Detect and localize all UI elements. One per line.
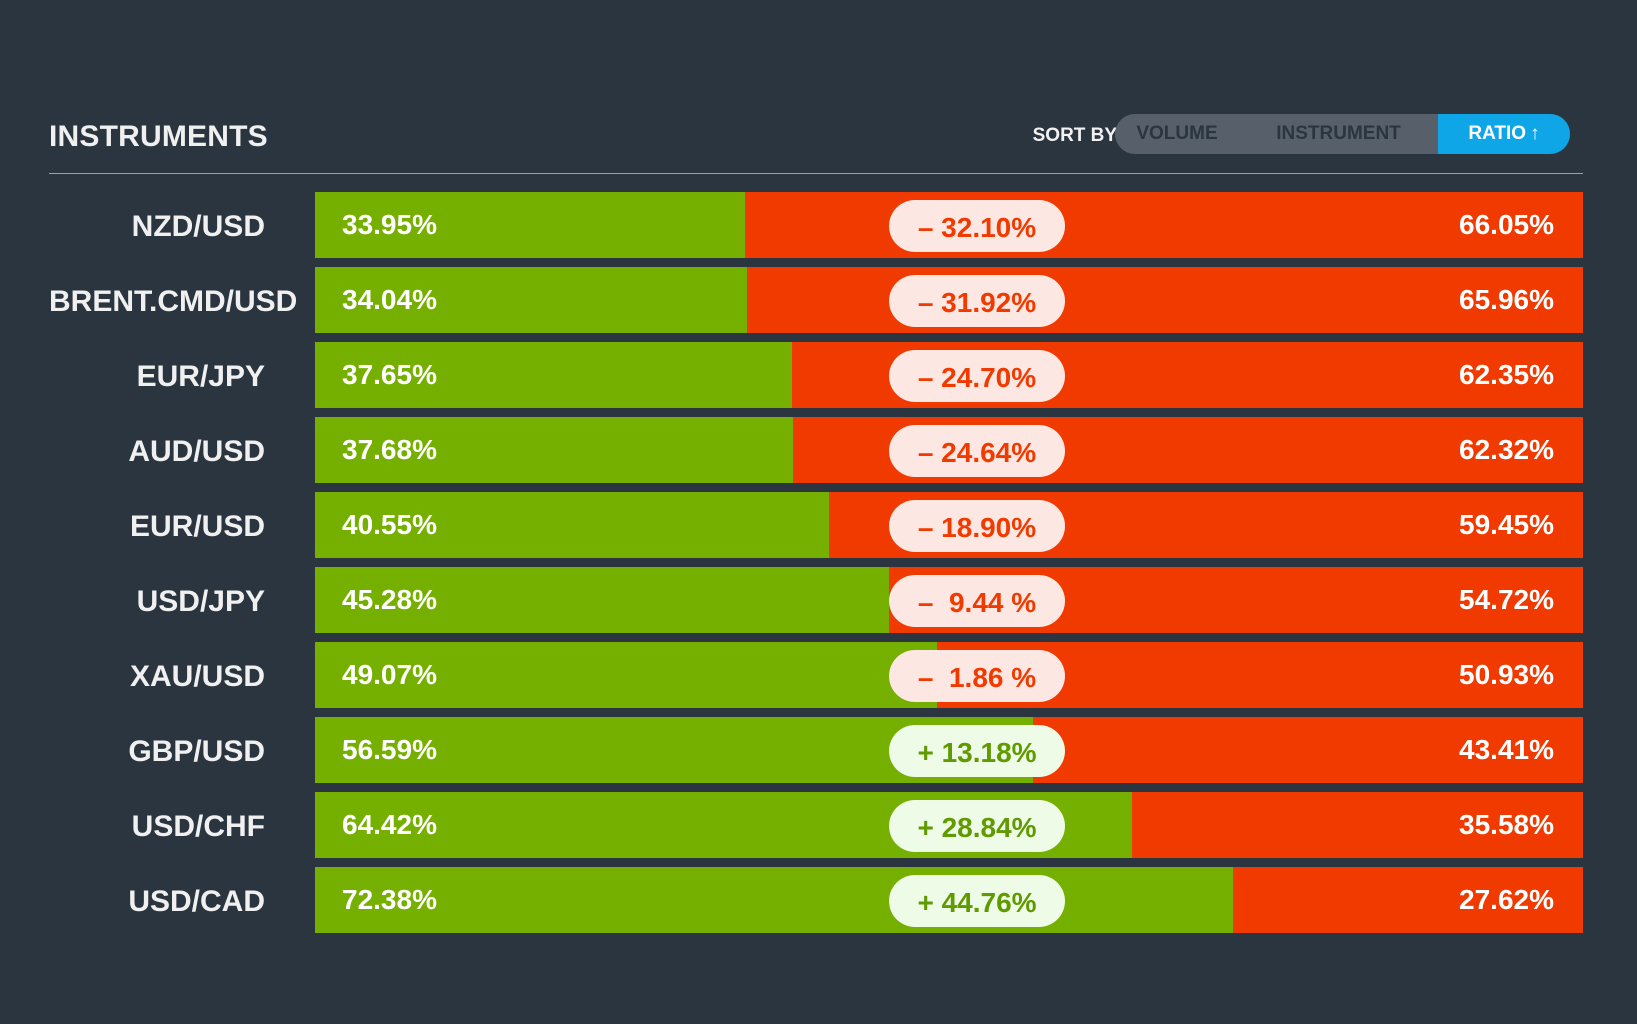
net-difference-badge: – 32.10% (889, 200, 1065, 252)
net-difference-badge: – 24.64% (889, 425, 1065, 477)
net-difference-badge: – 1.86 % (889, 650, 1065, 702)
long-ratio-fill (315, 867, 1233, 933)
table-row[interactable]: USD/CAD 72.38% + 44.76% 27.62% (49, 867, 1583, 933)
long-percentage: 49.07% (342, 659, 437, 690)
instrument-label: USD/JPY (136, 585, 265, 618)
table-row[interactable]: AUD/USD 37.68% – 24.64% 62.32% (49, 417, 1583, 483)
net-difference-badge: – 24.70% (889, 350, 1065, 402)
table-row[interactable]: USD/JPY 45.28% – 9.44 % 54.72% (49, 567, 1583, 633)
net-difference-badge: – 18.90% (889, 500, 1065, 552)
table-row[interactable]: USD/CHF 64.42% + 28.84% 35.58% (49, 792, 1583, 858)
long-ratio-fill (315, 642, 937, 708)
instrument-label: AUD/USD (128, 435, 265, 468)
sort-volume-button[interactable]: VOLUME (1136, 123, 1218, 144)
long-percentage: 45.28% (342, 584, 437, 615)
long-percentage: 56.59% (342, 734, 437, 765)
long-percentage: 37.65% (342, 359, 437, 390)
net-difference-badge: – 9.44 % (889, 575, 1065, 627)
net-difference-badge: + 13.18% (889, 725, 1065, 777)
table-row[interactable]: EUR/USD 40.55% – 18.90% 59.45% (49, 492, 1583, 558)
short-percentage: 35.58% (1459, 809, 1554, 840)
long-ratio-fill (315, 417, 793, 483)
long-ratio-fill (315, 342, 792, 408)
instruments-panel: INSTRUMENTS SORT BY: VOLUME INSTRUMENT R… (49, 0, 1583, 1024)
instrument-label: EUR/JPY (136, 360, 265, 393)
page-title: INSTRUMENTS (49, 120, 268, 153)
ratio-bar: 56.59% + 13.18% 43.41% (315, 717, 1583, 783)
table-row[interactable]: BRENT.CMD/USD 34.04% – 31.92% 65.96% (49, 267, 1583, 333)
instrument-label: USD/CHF (131, 810, 265, 843)
long-ratio-fill (315, 267, 747, 333)
short-percentage: 27.62% (1459, 884, 1554, 915)
long-ratio-fill (315, 192, 745, 258)
ratio-bar: 34.04% – 31.92% 65.96% (315, 267, 1583, 333)
sort-ratio-button[interactable]: RATIO ↑ (1438, 114, 1570, 154)
sort-instrument-button[interactable]: INSTRUMENT (1276, 123, 1401, 144)
long-ratio-fill (315, 567, 889, 633)
header-divider (49, 173, 1583, 174)
ratio-bar: 45.28% – 9.44 % 54.72% (315, 567, 1583, 633)
ratio-bar: 40.55% – 18.90% 59.45% (315, 492, 1583, 558)
short-percentage: 59.45% (1459, 509, 1554, 540)
sort-ratio-label: RATIO (1468, 123, 1527, 144)
short-percentage: 62.35% (1459, 359, 1554, 390)
ratio-bar: 37.65% – 24.70% 62.35% (315, 342, 1583, 408)
long-percentage: 64.42% (342, 809, 437, 840)
ratio-bar: 33.95% – 32.10% 66.05% (315, 192, 1583, 258)
long-percentage: 33.95% (342, 209, 437, 240)
instrument-label: BRENT.CMD/USD (49, 285, 298, 318)
ratio-bar: 64.42% + 28.84% 35.58% (315, 792, 1583, 858)
short-percentage: 54.72% (1459, 584, 1554, 615)
short-percentage: 65.96% (1459, 284, 1554, 315)
ratio-bar: 37.68% – 24.64% 62.32% (315, 417, 1583, 483)
sort-toggle-group: VOLUME INSTRUMENT RATIO ↑ (1115, 114, 1570, 154)
sort-ascending-arrow-icon: ↑ (1530, 123, 1540, 144)
short-percentage: 43.41% (1459, 734, 1554, 765)
short-percentage: 66.05% (1459, 209, 1554, 240)
table-row[interactable]: NZD/USD 33.95% – 32.10% 66.05% (49, 192, 1583, 258)
ratio-bar: 72.38% + 44.76% 27.62% (315, 867, 1583, 933)
long-percentage: 40.55% (342, 509, 437, 540)
instrument-label: EUR/USD (129, 510, 265, 543)
instrument-label: XAU/USD (129, 660, 265, 693)
instrument-label: USD/CAD (128, 885, 265, 918)
long-percentage: 34.04% (342, 284, 437, 315)
table-row[interactable]: XAU/USD 49.07% – 1.86 % 50.93% (49, 642, 1583, 708)
ratio-bar: 49.07% – 1.86 % 50.93% (315, 642, 1583, 708)
net-difference-badge: + 28.84% (889, 800, 1065, 852)
panel-header: INSTRUMENTS SORT BY: VOLUME INSTRUMENT R… (49, 108, 1583, 174)
long-percentage: 37.68% (342, 434, 437, 465)
table-row[interactable]: EUR/JPY 37.65% – 24.70% 62.35% (49, 342, 1583, 408)
net-difference-badge: + 44.76% (889, 875, 1065, 927)
short-percentage: 62.32% (1459, 434, 1554, 465)
sort-by-label: SORT BY: (1032, 125, 1122, 146)
long-percentage: 72.38% (342, 884, 437, 915)
net-difference-badge: – 31.92% (889, 275, 1065, 327)
instrument-label: NZD/USD (131, 210, 265, 243)
short-percentage: 50.93% (1459, 659, 1554, 690)
table-row[interactable]: GBP/USD 56.59% + 13.18% 43.41% (49, 717, 1583, 783)
long-ratio-fill (315, 492, 829, 558)
instrument-label: GBP/USD (128, 735, 265, 768)
